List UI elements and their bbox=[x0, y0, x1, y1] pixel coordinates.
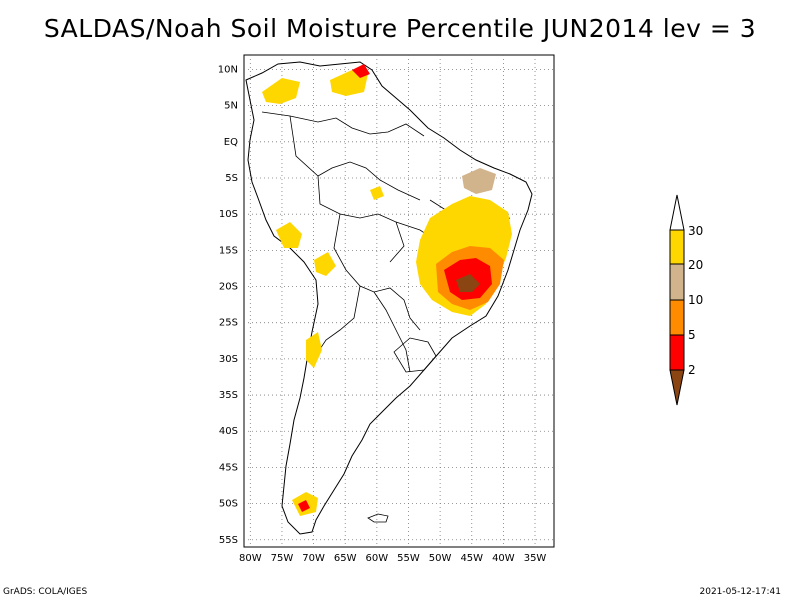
lat-tick-label: 50S bbox=[219, 499, 238, 510]
falklands-outline bbox=[367, 513, 389, 523]
lon-tick-label: 35W bbox=[524, 553, 547, 564]
lon-tick-label: 65W bbox=[334, 553, 357, 564]
colorbar-top-arrow bbox=[669, 194, 685, 231]
colorbar-seg-10 bbox=[669, 299, 685, 336]
percentile-shading bbox=[262, 64, 512, 516]
lat-tick-label: EQ bbox=[224, 137, 238, 148]
lat-tick-label: 5N bbox=[224, 101, 238, 112]
lon-tick-label: 50W bbox=[429, 553, 452, 564]
colorbar-label-2: 2 bbox=[688, 363, 696, 377]
lat-tick-label: 45S bbox=[219, 462, 238, 473]
lon-tick-label: 55W bbox=[397, 553, 420, 564]
axes-labels: 80W 75W 70W 65W 60W 55W 50W 45W 40W 35W 10N 5N EQ 5S 1… bbox=[218, 64, 547, 564]
lat-tick-label: 35S bbox=[219, 390, 238, 401]
south-america-coastline bbox=[245, 61, 533, 535]
colorbar-seg-5 bbox=[669, 334, 685, 371]
lat-tick-label: 15S bbox=[219, 245, 238, 256]
lon-tick-label: 60W bbox=[366, 553, 389, 564]
lat-tick-label: 55S bbox=[219, 535, 238, 546]
footer-left: GrADS: COLA/IGES bbox=[3, 587, 88, 597]
map-title: SALDAS/Noah Soil Moisture Percentile JUN… bbox=[43, 14, 757, 43]
footer-right: 2021-05-12-17:41 bbox=[699, 587, 782, 597]
lat-tick-label: 25S bbox=[219, 318, 238, 329]
map-frame bbox=[243, 54, 555, 548]
colorbar-seg-20 bbox=[669, 263, 685, 301]
colorbar-label-10: 10 bbox=[688, 293, 703, 307]
lon-tick-label: 40W bbox=[492, 553, 515, 564]
lon-tick-label: 80W bbox=[239, 553, 262, 564]
lat-tick-label: 10S bbox=[219, 209, 238, 220]
lon-tick-label: 45W bbox=[460, 553, 483, 564]
lon-tick-label: 70W bbox=[302, 553, 325, 564]
lat-tick-label: 40S bbox=[219, 426, 238, 437]
lat-tick-label: 5S bbox=[225, 173, 238, 184]
uruguay-outline bbox=[393, 337, 437, 373]
colorbar-seg-30 bbox=[669, 229, 685, 265]
colorbar-label-5: 5 bbox=[688, 328, 696, 342]
lat-tick-label: 20S bbox=[219, 282, 238, 293]
colorbar-bottom-arrow bbox=[669, 369, 685, 406]
map-plot-area bbox=[243, 54, 555, 548]
lon-tick-label: 75W bbox=[271, 553, 294, 564]
lat-tick-label: 30S bbox=[219, 354, 238, 365]
colorbar-label-30: 30 bbox=[688, 224, 703, 238]
colorbar-label-20: 20 bbox=[688, 258, 703, 272]
lat-tick-label: 10N bbox=[218, 64, 238, 75]
colorbar: 30 20 10 5 2 bbox=[669, 194, 703, 406]
